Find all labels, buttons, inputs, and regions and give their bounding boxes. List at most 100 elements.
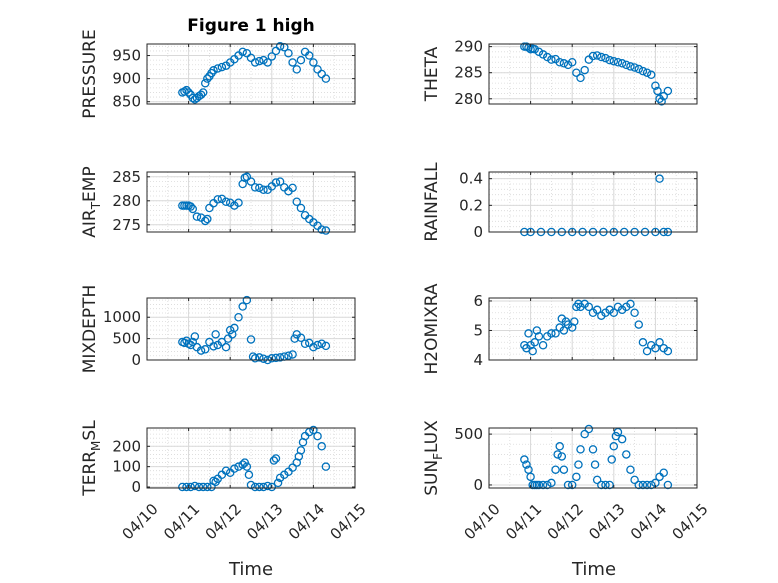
data-point (184, 88, 193, 97)
y-tick-label: 100 (112, 458, 141, 476)
data-point (538, 340, 548, 350)
data-point (559, 59, 569, 68)
data-point (242, 462, 252, 471)
y-axis-label: TERRMSL (80, 420, 103, 497)
y-tick-label: 0.2 (459, 196, 483, 214)
data-point (607, 455, 616, 464)
data-point (188, 204, 198, 214)
data-point (592, 305, 602, 315)
data-point (321, 74, 331, 83)
data-point (255, 183, 264, 193)
data-point (255, 56, 264, 66)
data-point (271, 46, 281, 56)
x-tick-label: 04/10 (460, 500, 503, 543)
data-point (653, 86, 662, 96)
data-point (205, 337, 214, 347)
data-point (238, 47, 247, 57)
data-point (292, 65, 302, 74)
data-point (296, 203, 306, 213)
data-point (221, 466, 231, 475)
data-point (630, 63, 639, 72)
data-point (271, 178, 281, 187)
y-tick-label: 500 (112, 330, 141, 348)
data-point (659, 468, 668, 477)
data-point (646, 480, 656, 490)
data-point (178, 482, 187, 492)
subplot-air-temp: 275 280 285 AIRTEMP (80, 166, 356, 238)
x-tick-label: 04/12 (202, 500, 245, 543)
data-point (271, 454, 281, 463)
data-point (238, 460, 247, 469)
data-point (321, 462, 331, 471)
data-point (184, 339, 193, 349)
axes-box (488, 427, 698, 489)
data-point (194, 482, 204, 492)
data-point (526, 472, 535, 482)
data-point (259, 354, 268, 363)
data-point (269, 456, 279, 465)
data-point (572, 68, 581, 77)
axes-box (488, 43, 698, 105)
data-point (547, 329, 556, 338)
data-point (538, 50, 548, 59)
data-point (663, 346, 673, 356)
data-markers (178, 172, 331, 235)
data-point (234, 312, 243, 322)
data-point (267, 354, 277, 363)
data-point (634, 320, 644, 329)
data-point (557, 452, 567, 461)
data-point (273, 478, 283, 488)
data-point (190, 481, 200, 491)
x-tick-label: 04/15 (326, 500, 369, 543)
y-tick-label: 0 (131, 478, 141, 496)
data-point (651, 81, 660, 90)
x-tick-label: 04/11 (502, 500, 545, 543)
y-tick-label: 0 (473, 476, 483, 494)
data-point (542, 480, 552, 490)
data-point (203, 482, 212, 492)
subplot-rainfall: 0 0.2 0.4 RAINFALL (422, 162, 698, 242)
data-point (634, 480, 644, 490)
data-markers (178, 42, 331, 104)
data-point (592, 51, 602, 60)
data-point (234, 198, 243, 207)
data-point (255, 482, 264, 492)
data-point (242, 48, 252, 58)
data-point (309, 342, 318, 352)
data-point (584, 302, 594, 312)
data-point (203, 74, 212, 83)
y-tick-label: 285 (112, 168, 141, 186)
data-point (267, 52, 277, 61)
axes-box (488, 171, 698, 233)
data-point (605, 480, 614, 490)
data-point (553, 450, 562, 459)
data-markers (178, 425, 331, 492)
data-point (313, 340, 322, 350)
data-point (292, 197, 302, 207)
data-point (601, 480, 610, 490)
data-markers (520, 299, 673, 356)
data-point (317, 225, 326, 234)
data-point (663, 86, 673, 96)
data-point (221, 342, 231, 352)
data-point (255, 353, 264, 362)
y-axis-label: RAINFALL (422, 162, 442, 242)
data-point (221, 197, 231, 207)
data-point (626, 299, 635, 309)
data-point (626, 465, 635, 474)
data-point (588, 445, 598, 454)
data-point (657, 97, 666, 106)
data-point (534, 332, 544, 341)
data-point (528, 346, 537, 356)
data-point (309, 425, 318, 435)
x-tick-label: 04/12 (544, 500, 587, 543)
y-tick-label: 280 (454, 90, 483, 108)
data-point (617, 434, 627, 444)
data-point (246, 53, 256, 63)
y-axis-label: PRESSURE (80, 29, 100, 118)
y-axis-label: SUNFLUX (422, 420, 445, 496)
data-point (317, 69, 326, 79)
data-markers (520, 42, 673, 106)
data-point (655, 174, 664, 183)
